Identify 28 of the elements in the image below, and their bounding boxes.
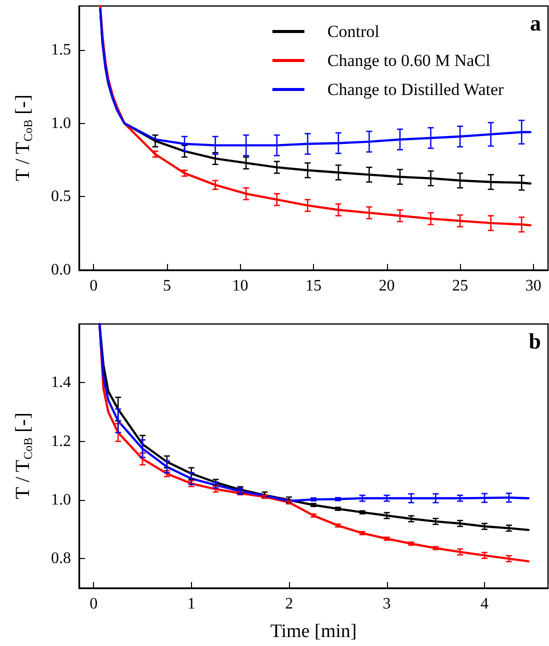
x-axis-title: Time [min]: [270, 621, 357, 642]
x-tick-label: 10: [232, 278, 248, 294]
x-tick-label: 0: [90, 278, 98, 294]
x-tick-label: 5: [162, 278, 171, 294]
y-tick-label: 0.5: [51, 188, 71, 206]
y-axis-title: T / TCoB [-]: [12, 94, 35, 182]
x-tick-label: 0: [90, 596, 98, 612]
legend-label: Change to 0.60 M NaCl: [327, 51, 491, 70]
legend-label: Control: [327, 22, 380, 41]
x-tick-label: 15: [306, 278, 322, 294]
y-tick-label: 1.5: [51, 42, 71, 58]
x-tick-label: 1: [187, 596, 196, 612]
x-tick-label: 2: [285, 596, 294, 612]
x-tick-label: 3: [382, 596, 391, 612]
y-tick-label: 1.0: [51, 114, 71, 132]
x-tick-label: 30: [525, 278, 542, 294]
annotation: b: [528, 328, 542, 354]
x-tick-label: 4: [480, 596, 488, 612]
y-axis-title: T / TCoB [-]: [12, 412, 35, 500]
x-tick-label: 25: [452, 278, 468, 294]
annotation: a: [530, 10, 541, 36]
y-tick-label: 1.2: [51, 432, 71, 450]
x-tick-label: 20: [378, 278, 395, 294]
y-tick-label: 1.4: [51, 374, 71, 392]
y-tick-label: 0.8: [51, 550, 71, 568]
y-tick-label: 1.0: [51, 492, 71, 508]
legend-label: Change to Distilled Water: [327, 80, 504, 99]
y-tick-label: 0.0: [51, 262, 71, 278]
